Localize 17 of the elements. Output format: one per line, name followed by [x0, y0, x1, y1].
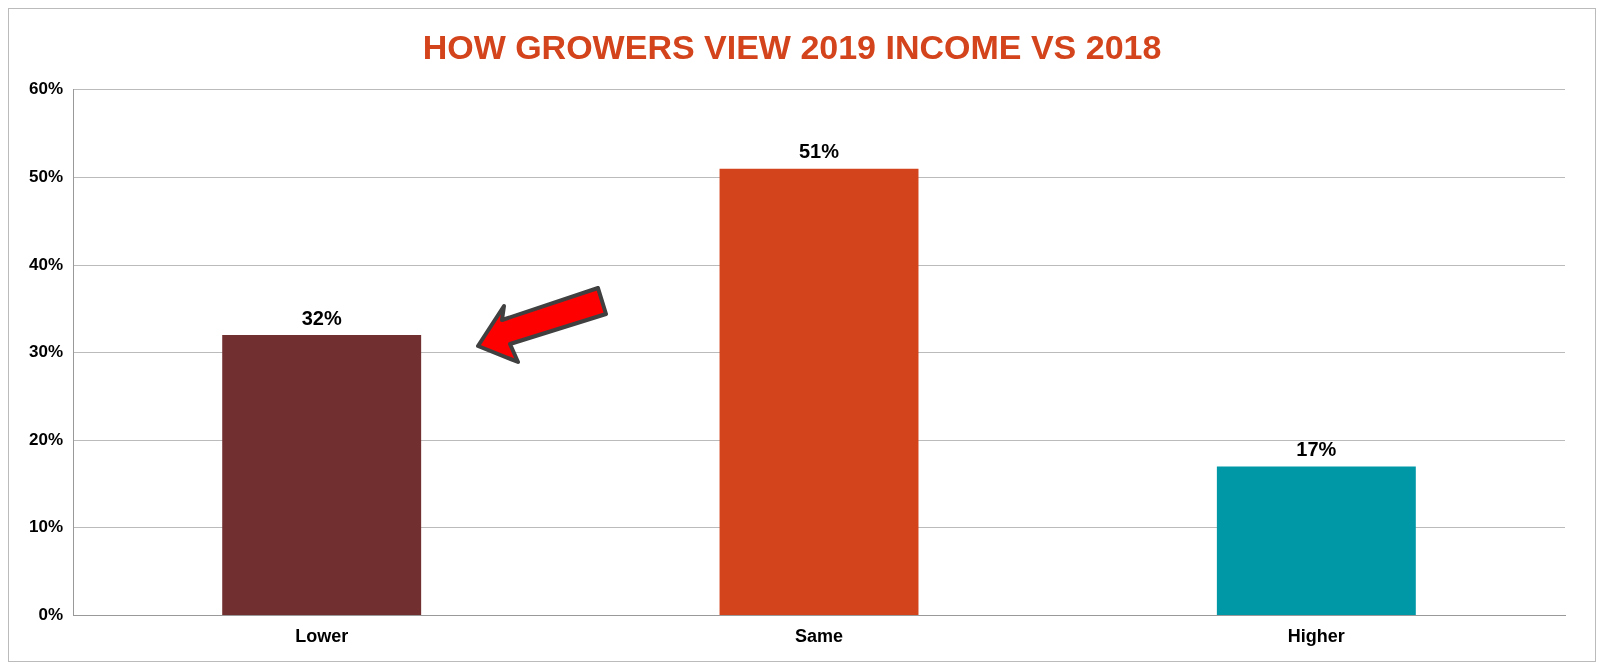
chart-title: HOW GROWERS VIEW 2019 INCOME VS 2018 — [422, 27, 1162, 66]
bar — [222, 335, 422, 615]
x-tick-label: Higher — [1287, 626, 1345, 647]
y-tick-label: 50% — [28, 167, 64, 187]
y-tick-label: 10% — [28, 517, 64, 537]
x-tick-label: Lower — [295, 626, 349, 647]
y-tick-label: 60% — [28, 79, 64, 99]
data-label: 51% — [799, 140, 840, 163]
y-tick-label: 0% — [38, 605, 64, 625]
data-label: 32% — [301, 306, 342, 329]
y-tick-label: 30% — [28, 342, 64, 362]
y-tick-label: 20% — [28, 429, 64, 449]
y-tick-label: 40% — [28, 254, 64, 274]
bar — [1216, 466, 1416, 615]
data-label: 17% — [1296, 438, 1337, 460]
bar — [719, 168, 919, 615]
x-tick-label: Same — [794, 626, 844, 647]
